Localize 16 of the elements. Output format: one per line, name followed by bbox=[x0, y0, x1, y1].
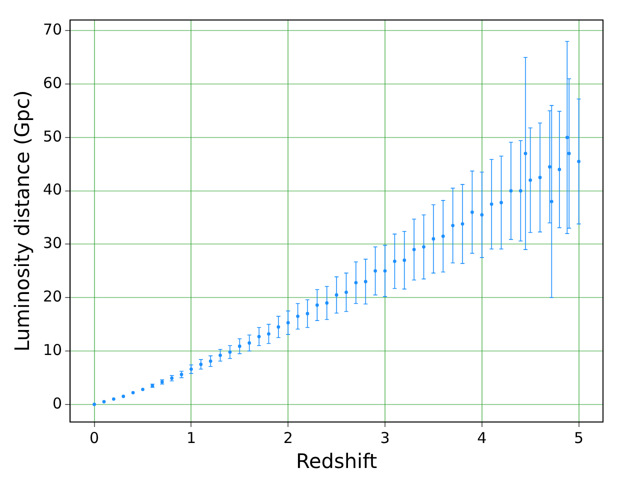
x-tick-label: 1 bbox=[186, 428, 196, 447]
y-tick-label: 10 bbox=[42, 340, 62, 359]
y-axis-title: Luminosity distance (Gpc) bbox=[10, 90, 34, 352]
y-tick-label: 20 bbox=[42, 288, 62, 306]
y-tick-label: 30 bbox=[42, 234, 62, 252]
x-tick-label: 4 bbox=[477, 428, 487, 447]
y-tick-label: 50 bbox=[42, 127, 62, 146]
x-tick-label: 3 bbox=[380, 428, 390, 447]
x-tick-label: 5 bbox=[574, 428, 584, 447]
y-tick-label: 60 bbox=[42, 74, 62, 92]
x-axis-title: Redshift bbox=[296, 449, 378, 474]
x-tick-label: 0 bbox=[90, 428, 100, 447]
y-tick-label: 40 bbox=[42, 180, 62, 199]
x-tick-label: 2 bbox=[283, 428, 293, 447]
y-tick-label: 0 bbox=[52, 394, 62, 412]
y-tick-label: 70 bbox=[42, 20, 62, 39]
